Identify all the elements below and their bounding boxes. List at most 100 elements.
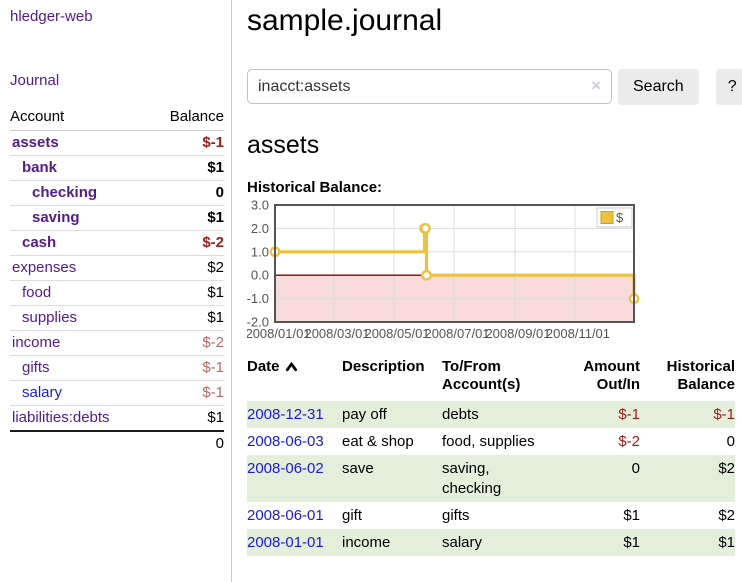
date-cell: 2008-06-02	[247, 455, 342, 502]
account-balance: $-1	[148, 355, 224, 381]
svg-text:-1.0: -1.0	[247, 291, 269, 306]
register-header-date[interactable]: Date	[247, 356, 342, 402]
transaction-date-link[interactable]: 2008-06-01	[247, 506, 324, 524]
sidebar-account-link[interactable]: income	[12, 334, 61, 351]
account-balance: $1	[148, 305, 224, 331]
sidebar-account-link[interactable]: expenses	[12, 259, 77, 276]
register-header-historical-balance: Historical Balance	[666, 357, 735, 394]
register-header-row: Date Description To/From Account(s) Amount …	[247, 356, 735, 402]
description-cell: income	[342, 528, 442, 557]
svg-text:1.0: 1.0	[251, 244, 269, 259]
table-row: 2008-12-31 pay off debts $-1 $-1	[247, 401, 735, 429]
account-row: saving $1	[10, 205, 224, 231]
svg-text:$: $	[616, 210, 624, 225]
account-row: food $1	[10, 280, 224, 306]
account-row: bank $1	[10, 155, 224, 181]
accounts-cell: food, supplies	[442, 433, 535, 451]
svg-text:2008/11/01: 2008/11/01	[546, 326, 610, 341]
search-button[interactable]: Search	[618, 68, 699, 105]
account-balance: $1	[148, 405, 224, 432]
accounts-cell: debts	[442, 401, 552, 429]
sidebar-account-link[interactable]: gifts	[22, 359, 50, 376]
account-balance: $-2	[148, 330, 224, 356]
accounts-total-row: 0	[10, 430, 224, 456]
page-title: sample.journal	[247, 4, 443, 37]
balance-cell: $2	[640, 455, 735, 502]
sidebar-account-link[interactable]: checking	[32, 184, 98, 201]
clear-search-icon[interactable]: ×	[591, 76, 601, 95]
account-balance: $1	[148, 280, 224, 306]
balance-cell: $1	[640, 528, 735, 557]
amount-cell: $1	[623, 506, 640, 524]
svg-text:2008/05/01: 2008/05/01	[364, 326, 429, 341]
account-balance: $1	[148, 205, 224, 231]
sidebar-account-link[interactable]: salary	[22, 384, 63, 401]
register-header-description: Description	[342, 357, 425, 375]
accounts-cell: gifts	[442, 506, 470, 524]
account-row: supplies $1	[10, 305, 224, 331]
sidebar-account-link[interactable]: bank	[22, 159, 58, 176]
account-balance: 0	[148, 180, 224, 206]
account-row: checking 0	[10, 180, 224, 206]
account-balance: $-1	[148, 130, 224, 156]
chart-title: Historical Balance:	[247, 178, 383, 196]
accounts-cell: salary	[442, 528, 552, 557]
transaction-date-link[interactable]: 2008-06-02	[247, 460, 324, 478]
table-row: 2008-06-01 gift gifts $1 $2	[247, 502, 735, 529]
svg-text:0.0: 0.0	[251, 267, 269, 282]
account-row: expenses $2	[10, 255, 224, 281]
search-field-wrap: ×	[247, 69, 612, 104]
balance-cell: $-1	[640, 401, 735, 429]
accounts-total-balance: 0	[148, 430, 224, 456]
sidebar-account-link[interactable]: cash	[22, 234, 57, 251]
amount-cell: $-2	[618, 433, 640, 451]
data-point-marker	[420, 222, 431, 234]
balance-cell: $2	[718, 506, 735, 524]
accounts-cell: saving, checking	[442, 455, 552, 502]
sidebar-account-link[interactable]: supplies	[22, 309, 78, 326]
amount-cell: $-1	[552, 401, 640, 429]
data-point-marker	[421, 269, 432, 281]
accounts-table: Account Balance assets $-1 bank $1 checking 0…	[10, 104, 224, 456]
chart-canvas: 3.0 2.0 1.0 0.0 -1.0 -2.02008/01/012008/03/01…	[247, 199, 640, 341]
account-balance: $-2	[148, 230, 224, 256]
account-row: liabilities:debts $1	[10, 405, 224, 432]
account-balance: $1	[148, 155, 224, 181]
sidebar-account-link[interactable]: liabilities:debts	[12, 409, 110, 426]
amount-cell: 0	[552, 455, 640, 502]
sidebar-account-link[interactable]: assets	[12, 134, 59, 151]
account-heading: assets	[247, 130, 320, 159]
sidebar-account-link[interactable]: saving	[32, 209, 80, 226]
search-input[interactable]	[247, 69, 612, 104]
date-cell: 2008-01-01	[247, 528, 342, 557]
amount-cell: $1	[552, 528, 640, 557]
description-cell: eat & shop	[342, 433, 414, 451]
svg-text:2.0: 2.0	[251, 220, 269, 235]
main-content: sample.journal × Search ? assets Histori…	[232, 0, 742, 582]
account-row: income $-2	[10, 330, 224, 356]
account-row: cash $-2	[10, 230, 224, 256]
svg-text:2008/03/01: 2008/03/01	[304, 326, 369, 341]
search-bar: × Search ?	[247, 68, 742, 105]
date-cell: 2008-06-03	[247, 428, 342, 455]
account-row: salary $-1	[10, 380, 224, 406]
sidebar: hledger-web Journal Account Balance asse…	[0, 0, 232, 582]
account-balance: $-1	[148, 380, 224, 406]
accounts-table-header-row: Account Balance	[10, 104, 224, 131]
accounts-header-balance: Balance	[148, 104, 224, 131]
sidebar-item-journal[interactable]: Journal	[10, 72, 60, 89]
app-title-link[interactable]: hledger-web	[10, 8, 93, 25]
account-balance: $2	[148, 255, 224, 281]
transaction-date-link[interactable]: 2008-12-31	[247, 406, 324, 423]
svg-text:2008/09/01: 2008/09/01	[485, 326, 550, 341]
accounts-total-spacer	[10, 430, 149, 456]
sidebar-account-link[interactable]: food	[22, 284, 52, 301]
sort-ascending-icon	[285, 361, 297, 371]
transaction-date-link[interactable]: 2008-06-03	[247, 433, 324, 451]
register-header-amount-out-in: Amount Out/In	[583, 357, 640, 394]
help-button[interactable]: ?	[715, 68, 742, 105]
table-row: 2008-06-03 eat & shop food, supplies $-2 0	[247, 428, 735, 455]
transaction-date-link[interactable]: 2008-01-01	[247, 533, 324, 551]
description-cell: save	[342, 455, 442, 502]
